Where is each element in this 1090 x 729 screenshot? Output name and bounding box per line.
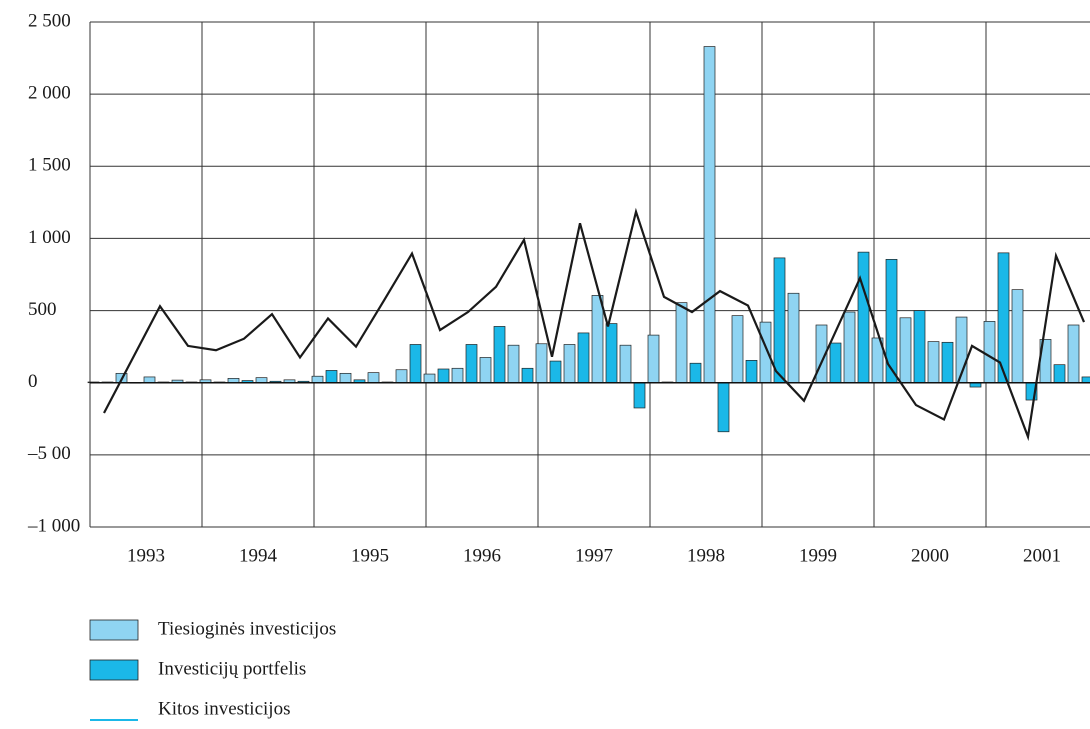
legend-swatch: [89, 659, 139, 681]
bar: [493, 326, 506, 384]
y-tick-label: 1 500: [28, 155, 71, 176]
x-tick-label: 1996: [463, 545, 501, 566]
y-tick-label: 0: [28, 371, 38, 392]
bar: [423, 373, 436, 384]
bar: [745, 360, 758, 384]
bar: [521, 367, 534, 384]
bar: [311, 375, 324, 384]
bar: [689, 362, 702, 384]
bar: [591, 295, 604, 384]
x-tick-label: 1994: [239, 545, 278, 566]
bar: [731, 315, 744, 384]
bar: [143, 376, 156, 384]
bar: [759, 321, 772, 384]
bar: [913, 310, 926, 384]
x-tick-label: 1995: [351, 545, 389, 566]
bar: [843, 311, 856, 384]
x-tick-label: 2001: [1023, 545, 1061, 566]
bar: [325, 370, 338, 384]
x-tick-label: 1998: [687, 545, 725, 566]
y-tick-label: 2 500: [28, 10, 71, 31]
bar: [941, 341, 954, 384]
bar: [773, 257, 786, 384]
legend-label: Kitos investicijos: [158, 698, 290, 719]
bar: [899, 317, 912, 384]
bar: [647, 334, 660, 384]
y-tick-label: 1 000: [28, 227, 71, 248]
bar: [619, 344, 632, 384]
bar: [983, 321, 996, 384]
y-tick-label: 500: [28, 299, 57, 320]
bar: [1081, 376, 1090, 384]
bar: [535, 343, 548, 384]
bar: [507, 344, 520, 384]
bar: [395, 369, 408, 384]
bar: [857, 251, 870, 384]
bar: [703, 46, 716, 384]
bar: [409, 344, 422, 384]
bar: [633, 382, 646, 409]
bar: [675, 302, 688, 384]
x-tick-label: 1993: [127, 545, 165, 566]
y-tick-label: –5 00: [27, 443, 71, 464]
bar: [549, 360, 562, 384]
y-tick-label: –1 000: [27, 515, 80, 536]
bar: [479, 357, 492, 384]
bar: [255, 377, 268, 384]
bar: [437, 368, 450, 384]
bar: [1053, 364, 1066, 384]
bar: [605, 323, 618, 384]
bar: [339, 372, 352, 384]
y-tick-label: 2 000: [28, 83, 71, 104]
bar: [563, 344, 576, 384]
bar: [927, 341, 940, 384]
legend-label: Tiesioginės investicijos: [158, 618, 336, 639]
x-tick-label: 2000: [911, 545, 949, 566]
bar: [829, 342, 842, 384]
bar: [451, 367, 464, 384]
bar: [1067, 324, 1080, 384]
bar: [717, 382, 730, 433]
bar: [465, 344, 478, 384]
legend-swatch: [89, 619, 139, 641]
bar: [577, 332, 590, 384]
bar: [367, 372, 380, 384]
legend-label: Investicijų portfelis: [158, 658, 306, 679]
bar: [787, 292, 800, 384]
x-tick-label: 1997: [575, 545, 613, 566]
bar: [1011, 289, 1024, 384]
x-tick-label: 1999: [799, 545, 837, 566]
line-series: [103, 207, 1086, 442]
